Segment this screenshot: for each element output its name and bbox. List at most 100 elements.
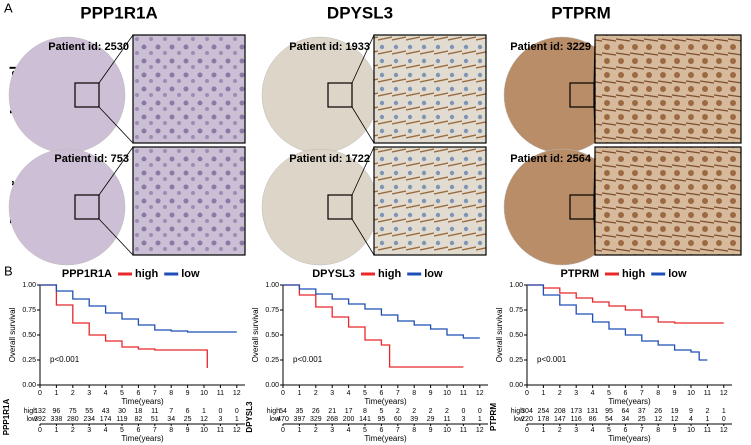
zoom-region: [74, 194, 100, 220]
y-tick-label: 1.00: [509, 282, 523, 289]
risk-count: 34: [622, 416, 630, 423]
x-tick-label: 7: [153, 390, 157, 397]
risk-y-label: PTPRM: [489, 403, 498, 431]
x-tick-label: 9: [186, 390, 190, 397]
risk-count: 2: [429, 408, 433, 415]
risk-count: 29: [427, 416, 435, 423]
risk-x-tick-label: 2: [558, 427, 562, 434]
x-tick-label: 0: [38, 390, 42, 397]
zoom-connector: [351, 106, 375, 144]
x-tick-label: 9: [429, 390, 433, 397]
risk-x-tick-label: 9: [429, 427, 433, 434]
panel-label: B: [4, 263, 13, 278]
risk-x-tick-label: 8: [412, 427, 416, 434]
tissue-core: [261, 148, 379, 266]
risk-count: 6: [186, 408, 190, 415]
zoom-region: [74, 82, 100, 108]
zoom-connector: [98, 218, 134, 256]
x-tick-label: 5: [607, 390, 611, 397]
chart-title: DPYSL3: [312, 268, 355, 280]
patient-id: Patient id: 2530: [48, 41, 129, 53]
x-tick-label: 11: [460, 390, 467, 397]
x-tick-label: 2: [314, 390, 318, 397]
survival-curve: [40, 284, 208, 368]
risk-count: 329: [310, 416, 322, 423]
risk-x-tick-label: 0: [38, 427, 42, 434]
risk-count: 141: [359, 416, 371, 423]
zoom-image: [594, 146, 742, 256]
y-tick-label: 0.00: [509, 382, 523, 389]
risk-count: 95: [378, 416, 386, 423]
risk-count: 51: [151, 416, 159, 423]
zoom-connector: [593, 106, 596, 144]
risk-x-tick-label: 1: [541, 427, 545, 434]
zoom-connector: [593, 218, 596, 256]
risk-count: 2: [705, 408, 709, 415]
risk-x-tick-label: 10: [687, 427, 695, 434]
y-tick-label: 0.50: [22, 332, 36, 339]
risk-count: 132: [34, 408, 46, 415]
risk-x-tick-label: 6: [136, 427, 140, 434]
gene-header: PPP1R1A: [80, 3, 157, 22]
risk-x-tick-label: 4: [104, 427, 108, 434]
risk-count: 254: [538, 408, 550, 415]
risk-x-tick-label: 8: [169, 427, 173, 434]
risk-x-tick-label: 0: [525, 427, 529, 434]
chart-title: PPP1R1A: [62, 268, 112, 280]
zoom-image: [373, 146, 487, 256]
x-tick-label: 2: [558, 390, 562, 397]
risk-row-label: low: [513, 416, 524, 423]
risk-count: 4: [689, 416, 693, 423]
risk-x-tick-label: 1: [54, 427, 58, 434]
y-tick-label: 1.00: [265, 282, 279, 289]
risk-x-tick-label: 5: [363, 427, 367, 434]
risk-count: 234: [83, 416, 95, 423]
risk-row-label: high: [24, 408, 37, 415]
y-axis-label: Overall survival: [251, 307, 260, 362]
risk-x-tick-label: 2: [314, 427, 318, 434]
zoom-image: [373, 34, 487, 144]
risk-count: 54: [605, 416, 613, 423]
legend-label: low: [668, 268, 687, 280]
zoom-connector: [593, 34, 596, 84]
risk-count: 19: [671, 408, 679, 415]
x-tick-label: 7: [640, 390, 644, 397]
survival-curve: [527, 284, 724, 324]
risk-x-tick-label: 2: [71, 427, 75, 434]
patient-id: Patient id: 3229: [510, 41, 591, 53]
x-tick-label: 1: [297, 390, 301, 397]
risk-x-tick-label: 12: [720, 427, 728, 434]
risk-count: 208: [554, 408, 566, 415]
risk-count: 1: [478, 416, 482, 423]
risk-count: 220: [521, 416, 533, 423]
risk-x-tick-label: 10: [443, 427, 451, 434]
zoom-region: [327, 82, 353, 108]
risk-count: 0: [235, 408, 239, 415]
risk-count: 55: [85, 408, 93, 415]
chart-title: PTPRM: [561, 268, 600, 280]
risk-count: 338: [51, 416, 63, 423]
risk-x-tick-label: 11: [460, 427, 467, 434]
x-axis-label: Time(years): [364, 397, 407, 406]
x-tick-label: 3: [87, 390, 91, 397]
risk-x-axis-label: Time(years): [121, 434, 164, 443]
risk-count: 12: [200, 416, 208, 423]
risk-count: 11: [443, 416, 450, 423]
risk-count: 280: [67, 416, 79, 423]
risk-x-tick-label: 9: [186, 427, 190, 434]
risk-count: 470: [277, 416, 289, 423]
km-chart: 0.000.250.500.751.0000112233445566778899…: [2, 268, 245, 443]
risk-x-tick-label: 1: [297, 427, 301, 434]
risk-x-tick-label: 3: [87, 427, 91, 434]
risk-count: 131: [587, 408, 599, 415]
risk-y-label: PPP1R1A: [2, 399, 11, 436]
x-tick-label: 11: [704, 390, 711, 397]
x-tick-label: 3: [574, 390, 578, 397]
y-tick-label: 0.50: [509, 332, 523, 339]
risk-count: 64: [622, 408, 630, 415]
zoom-connector: [351, 218, 375, 256]
legend-label: low: [424, 268, 443, 280]
panel-label: A: [4, 0, 13, 15]
x-axis-label: Time(years): [608, 397, 651, 406]
